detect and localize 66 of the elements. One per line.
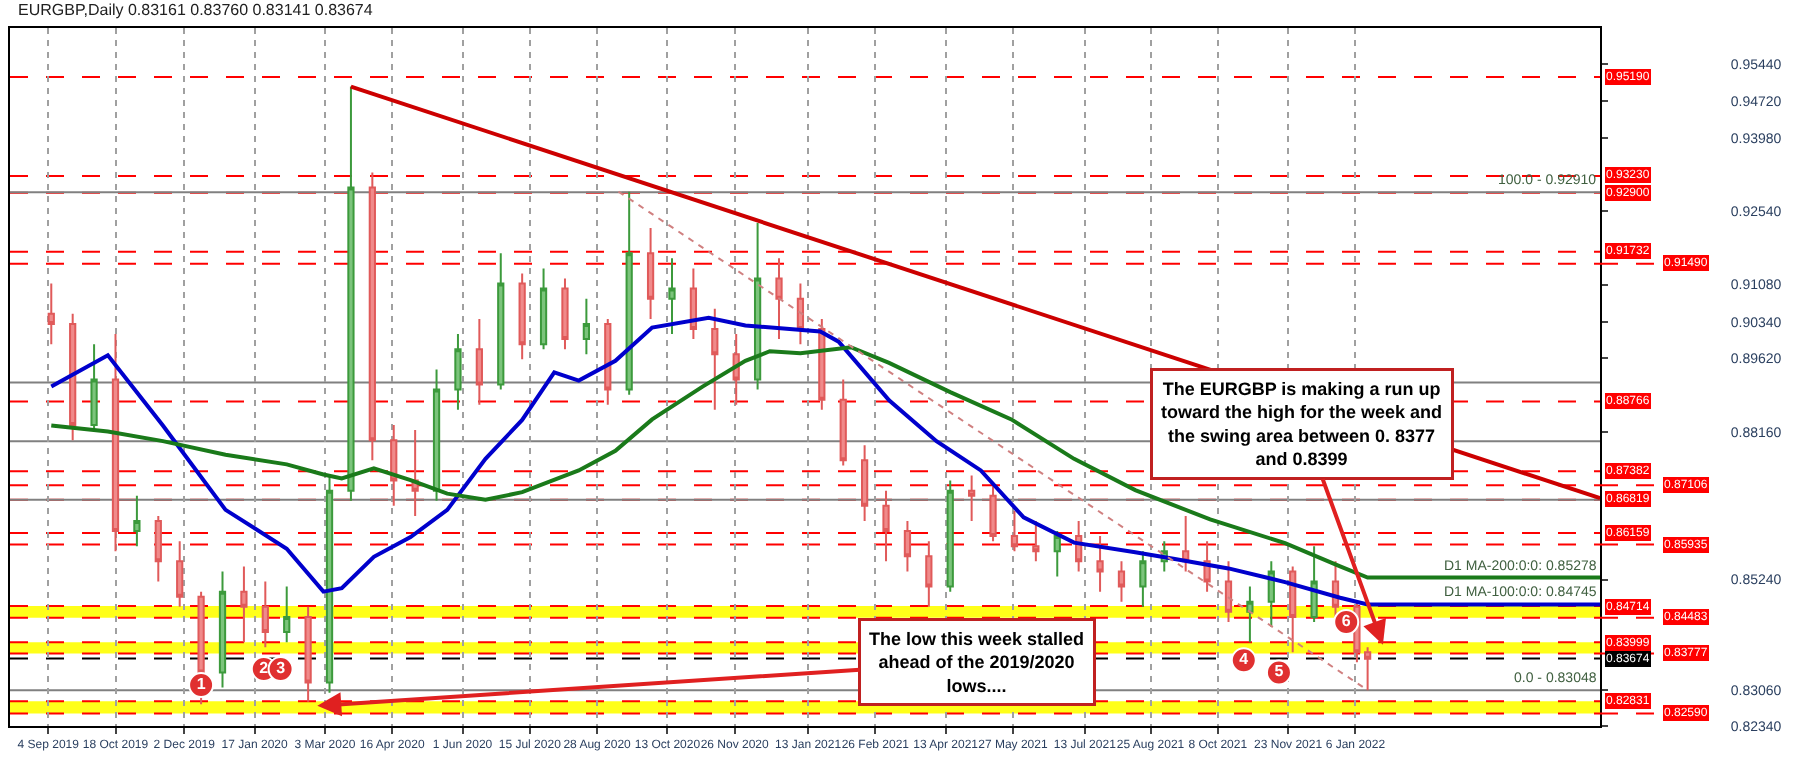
candlestick <box>1289 565 1297 654</box>
candlestick <box>796 282 805 346</box>
annotation: 3 <box>276 658 287 677</box>
candlestick <box>1246 585 1254 644</box>
annotation: The low this week stalled ahead of the 2019/2020 lows.... <box>869 629 1085 696</box>
line-series <box>49 345 1600 580</box>
candlestick <box>861 444 869 522</box>
candlestick <box>689 267 698 341</box>
candlestick <box>197 590 205 706</box>
candlestick <box>90 343 98 432</box>
annotation: 6 <box>1341 611 1352 630</box>
candlestick <box>1310 545 1318 623</box>
chart-title: EURGBP,Daily 0.83161 0.83760 0.83141 0.83674 <box>18 1 374 20</box>
candlestick <box>1139 550 1147 608</box>
candlestick <box>668 257 676 336</box>
candlestick <box>646 227 655 320</box>
candlestick <box>432 368 441 502</box>
candlestick <box>1224 560 1233 623</box>
candlestick <box>839 378 847 467</box>
candlestick <box>154 514 162 583</box>
candlestick <box>539 267 548 351</box>
candlestick <box>111 333 120 553</box>
candlestick <box>240 565 248 644</box>
candlestick <box>368 171 376 462</box>
candlestick <box>47 282 55 346</box>
line-series <box>49 315 1600 607</box>
candlestick <box>604 317 612 406</box>
annotation: 1 <box>196 675 207 694</box>
candlestick <box>1182 514 1190 573</box>
candlestick <box>968 474 976 522</box>
candlestick <box>133 494 141 548</box>
candlestick <box>1032 519 1040 563</box>
annotation: 2 <box>259 658 270 677</box>
candlestick <box>1267 560 1275 628</box>
candlestick <box>347 85 355 502</box>
candlestick <box>625 190 633 396</box>
annotation: The EURGBP is making a run up toward the high for the week and the swing area between 0. 8377 and 0.8399 <box>1161 379 1443 470</box>
candlestick <box>1053 530 1061 578</box>
candlestick <box>69 312 77 442</box>
candlestick <box>475 317 483 406</box>
candlestick <box>775 257 783 341</box>
candlestick <box>325 474 334 694</box>
candlestick <box>1010 509 1019 553</box>
candlestick <box>711 307 719 411</box>
candlestick <box>518 272 526 361</box>
candlestick <box>176 540 184 608</box>
candlestick <box>218 570 227 689</box>
annotation: 5 <box>1274 662 1285 681</box>
candlestick <box>261 580 269 649</box>
candlestick <box>1096 535 1104 593</box>
candlestick <box>946 479 954 593</box>
candlestick <box>411 429 419 517</box>
candlestick <box>989 484 997 543</box>
candlestick <box>561 277 569 351</box>
candlestick <box>1117 560 1126 603</box>
candlestick <box>903 519 912 573</box>
candlestick <box>304 605 312 703</box>
candlestick <box>925 540 933 608</box>
candlestick <box>390 423 398 507</box>
candlestick <box>582 297 590 356</box>
candlestick <box>753 221 762 391</box>
candlestick <box>497 252 505 391</box>
candlestick <box>882 489 890 563</box>
candlestick <box>283 585 291 644</box>
candlestick <box>454 333 462 411</box>
annotation: 4 <box>1239 650 1250 669</box>
